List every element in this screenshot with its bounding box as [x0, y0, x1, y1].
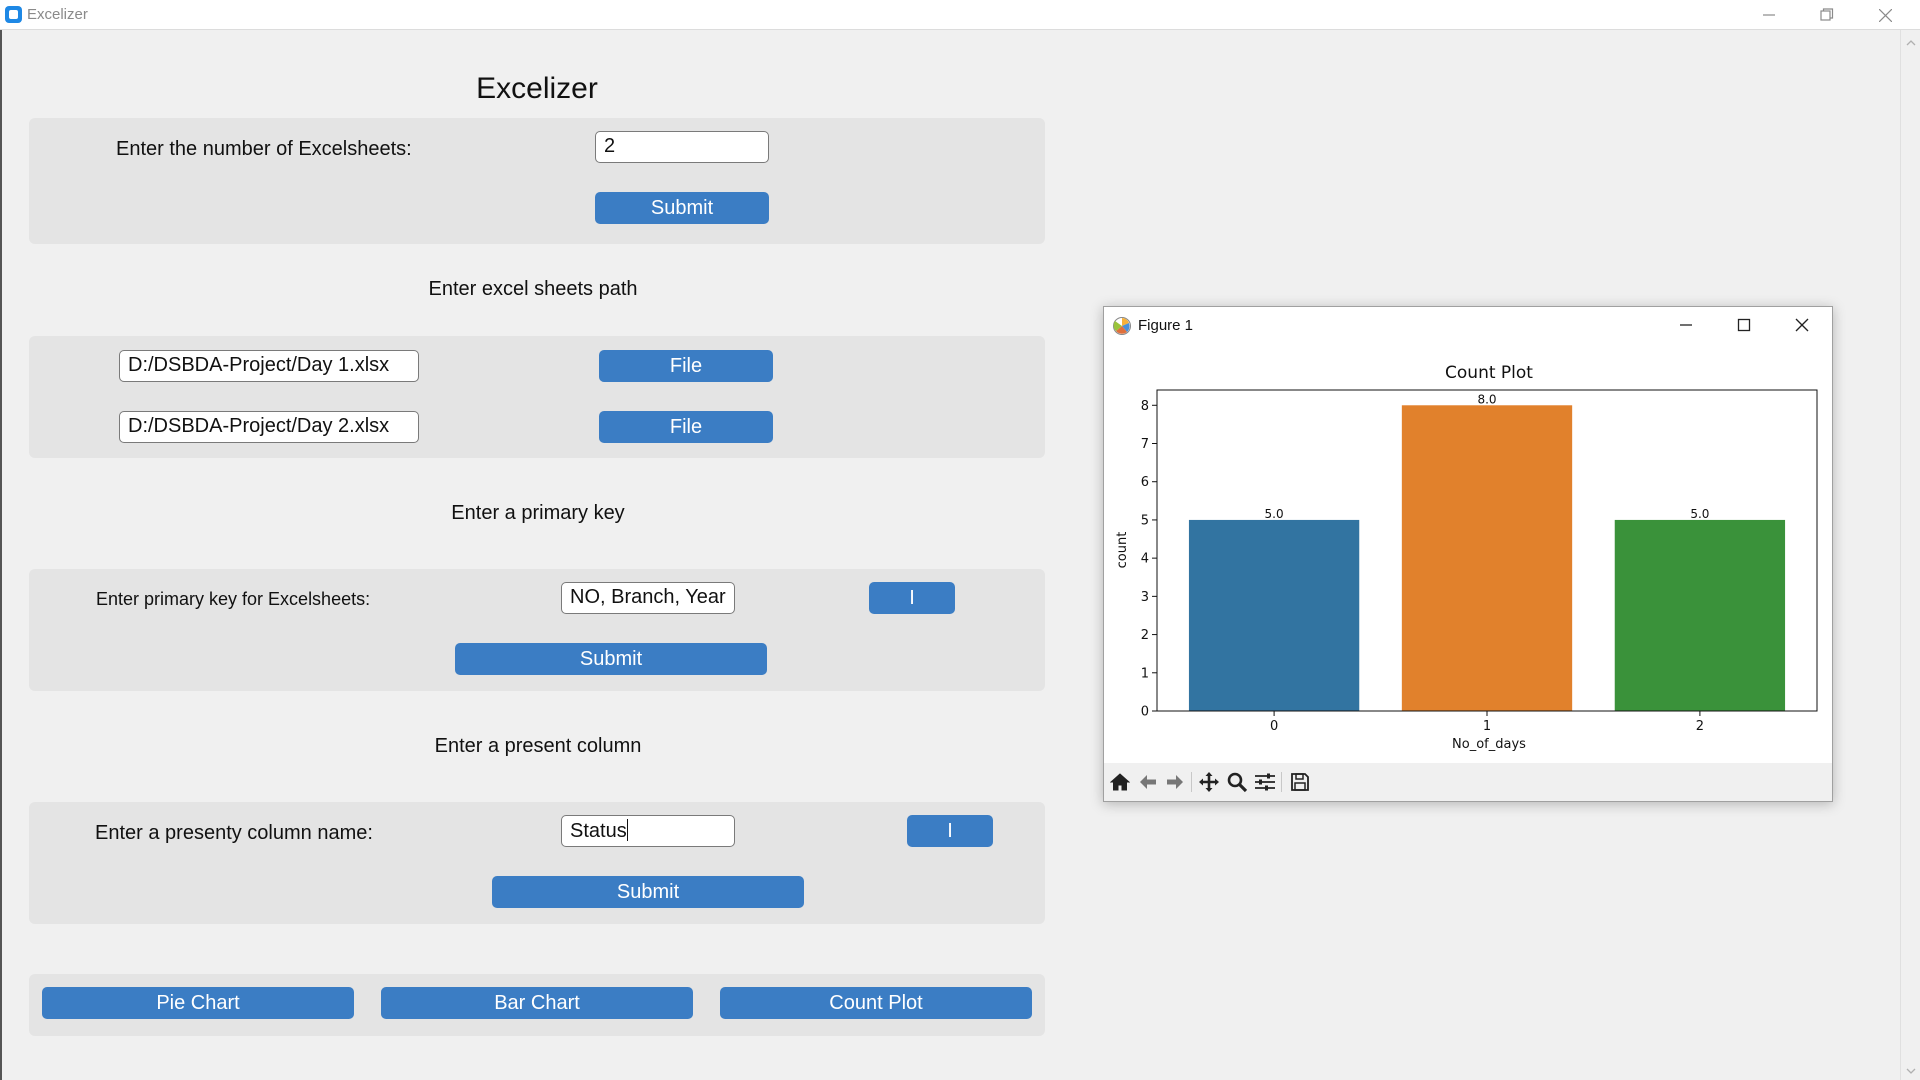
bar-0 [1188, 519, 1360, 711]
x-axis-label: No_of_days [1452, 737, 1526, 752]
minimize-icon [1763, 14, 1775, 16]
plot-frame [1156, 389, 1818, 712]
zoom-icon[interactable] [1225, 770, 1249, 794]
bar-chart-button[interactable]: Bar Chart [381, 987, 693, 1019]
primary-key-submit-button[interactable]: Submit [455, 643, 767, 675]
close-icon [1795, 318, 1809, 332]
present-column-label: Enter a presenty column name: [95, 822, 373, 844]
y-tick-label-3: 3 [1141, 590, 1149, 605]
y-tick-label-5: 5 [1141, 513, 1149, 528]
figure-canvas[interactable]: Count Plot 5.0 8.0 5.0 0 1 2 3 4 5 6 7 8 0 1 2 No_of… [1104, 345, 1832, 753]
y-tick-label-2: 2 [1141, 628, 1149, 643]
primary-key-info-button[interactable]: I [869, 582, 955, 614]
y-tick-label-4: 4 [1141, 552, 1149, 567]
y-tick-label-8: 8 [1141, 399, 1149, 414]
count-plot-button[interactable]: Count Plot [720, 987, 1032, 1019]
y-tick-label-7: 7 [1141, 437, 1149, 452]
sheets-count-label: Enter the number of Excelsheets: [116, 138, 412, 160]
paths-panel: D:/DSBDA-Project/Day 1.xlsx File D:/DSBD… [29, 336, 1045, 458]
pie-chart-button[interactable]: Pie Chart [42, 987, 354, 1019]
present-section-label: Enter a present column [434, 735, 642, 757]
figure-toolbar [1104, 763, 1832, 801]
scroll-up-icon[interactable] [1906, 35, 1916, 46]
y-tick-label-1: 1 [1141, 666, 1149, 681]
configure-icon[interactable] [1253, 770, 1277, 794]
x-tick-label-2: 2 [1696, 719, 1704, 734]
figure-minimize-button[interactable] [1657, 307, 1715, 343]
primary-key-section-label: Enter a primary key [451, 502, 625, 524]
data-label-1: 8.0 [1477, 392, 1496, 406]
sheets-count-submit-button[interactable]: Submit [595, 192, 769, 224]
primary-key-label: Enter primary key for Excelsheets: [96, 589, 371, 609]
present-column-info-button[interactable]: I [907, 815, 993, 847]
toolbar-separator [1191, 772, 1192, 792]
figure-window: Figure 1 Count Plot 5.0 8.0 5.0 0 1 2 3 4 5 6 7 8 … [1103, 306, 1833, 802]
figure-maximize-button[interactable] [1715, 307, 1773, 343]
sheets-count-input[interactable]: 2 [595, 131, 769, 163]
restore-button[interactable] [1799, 0, 1855, 30]
minimize-button[interactable] [1741, 0, 1797, 30]
present-column-submit-button[interactable]: Submit [492, 876, 804, 908]
scroll-down-icon[interactable] [1906, 1063, 1916, 1074]
window-titlebar: Excelizer [0, 0, 1920, 30]
y-tick-label-6: 6 [1141, 475, 1149, 490]
bar-2 [1614, 519, 1786, 711]
forward-arrow-icon[interactable] [1163, 770, 1187, 794]
figure-close-button[interactable] [1773, 307, 1831, 343]
file-button-2[interactable]: File [599, 411, 773, 443]
maximize-icon [1737, 318, 1751, 332]
home-icon[interactable] [1108, 770, 1132, 794]
save-icon[interactable] [1288, 770, 1312, 794]
minimize-icon [1680, 324, 1692, 326]
page-title: Excelizer [476, 72, 598, 105]
path-input-2[interactable]: D:/DSBDA-Project/Day 2.xlsx [119, 411, 419, 443]
x-tick-label-0: 0 [1270, 719, 1278, 734]
paths-section-label: Enter excel sheets path [428, 278, 638, 300]
file-button-1[interactable]: File [599, 350, 773, 382]
x-tick-label-1: 1 [1483, 719, 1491, 734]
count-plot-chart[interactable]: Count Plot 5.0 8.0 5.0 0 1 2 3 4 5 6 7 8 0 1 2 No_of… [1104, 345, 1832, 753]
present-column-panel: Enter a presenty column name: Status I S… [29, 802, 1045, 924]
matplotlib-icon [1113, 317, 1131, 335]
app-icon [5, 6, 22, 23]
primary-key-input[interactable]: NO, Branch, Year [561, 582, 735, 614]
y-tick-label-0: 0 [1141, 705, 1149, 720]
present-column-value: Status [570, 820, 627, 842]
figure-title: Figure 1 [1138, 317, 1194, 334]
toolbar-separator [1281, 772, 1282, 792]
close-icon [1878, 8, 1892, 22]
sheets-count-panel: Enter the number of Excelsheets: 2 Submi… [29, 118, 1045, 244]
close-button[interactable] [1857, 0, 1913, 30]
pan-icon[interactable] [1197, 770, 1221, 794]
bar-1 [1401, 405, 1573, 711]
y-axis-label: count [1115, 532, 1130, 569]
chart-title: Count Plot [1445, 363, 1533, 383]
figure-titlebar: Figure 1 [1104, 307, 1832, 345]
vertical-scrollbar[interactable] [1900, 30, 1920, 1080]
window-title: Excelizer [27, 6, 88, 23]
primary-key-panel: Enter primary key for Excelsheets: NO, B… [29, 569, 1045, 691]
data-label-0: 5.0 [1265, 507, 1284, 521]
present-column-input[interactable]: Status [561, 815, 735, 847]
restore-icon [1820, 8, 1834, 21]
data-label-2: 5.0 [1690, 507, 1709, 521]
chart-buttons-panel: Pie Chart Bar Chart Count Plot [29, 974, 1045, 1036]
text-caret [626, 819, 628, 841]
path-input-1[interactable]: D:/DSBDA-Project/Day 1.xlsx [119, 350, 419, 382]
back-arrow-icon[interactable] [1136, 770, 1160, 794]
